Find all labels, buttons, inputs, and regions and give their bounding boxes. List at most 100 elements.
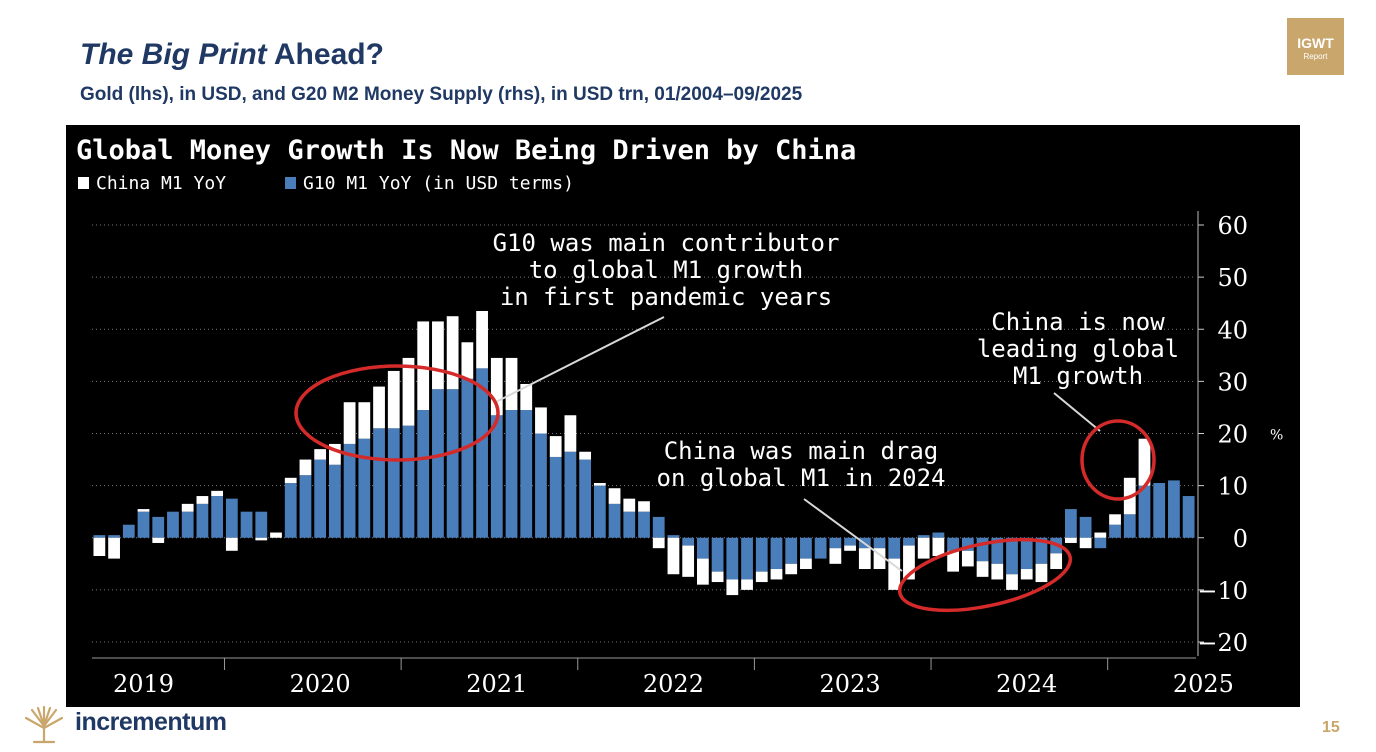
money-growth-chart: Global Money Growth Is Now Being Driven …: [76, 135, 1283, 698]
g10-bar: [402, 425, 415, 538]
china-bar: [1079, 537, 1092, 549]
g10-bar: [476, 368, 488, 538]
g10-bar: [976, 537, 989, 562]
china-bar: [932, 537, 945, 556]
china-bar: [535, 407, 547, 434]
china-bar: [608, 488, 621, 504]
y-tick-label: 30: [1217, 368, 1248, 396]
g10-bar: [652, 516, 665, 538]
legend-china-label: China M1 YoY: [96, 173, 226, 194]
brand-name: incrementum: [75, 708, 227, 736]
g10-bar: [1064, 509, 1077, 538]
y-tick-label: 40: [1217, 316, 1248, 344]
g10-bar: [1020, 537, 1033, 570]
china-bar: [947, 550, 960, 572]
g10-bar: [299, 475, 312, 538]
g10-bar: [152, 516, 165, 538]
china-bar: [328, 443, 341, 465]
x-tick-label: 2025: [1173, 670, 1234, 698]
g10-bar: [240, 511, 253, 538]
x-tick-label: 2021: [466, 670, 527, 698]
china-bar: [446, 316, 459, 390]
g10-bar: [328, 464, 341, 538]
legend-china-swatch: [78, 177, 89, 189]
g10-bar: [1123, 514, 1136, 538]
igwt-badge: IGWT Report: [1287, 18, 1344, 75]
y-tick-label: −20: [1197, 629, 1248, 657]
g10-bar: [608, 503, 621, 538]
g10-bar: [1006, 537, 1018, 575]
g10-bar: [770, 537, 783, 570]
china-bar: [903, 545, 915, 580]
y-tick-label: 0: [1233, 525, 1248, 553]
china-bar: [549, 436, 562, 457]
g10-bar: [947, 537, 960, 551]
g10-bar: [446, 389, 459, 538]
china-bar: [387, 370, 400, 429]
g10-bar: [844, 537, 856, 546]
g10-bar: [961, 537, 974, 551]
china-bar: [490, 357, 503, 416]
china-bar: [1035, 563, 1048, 583]
g10-bar: [903, 537, 915, 546]
china-bar: [358, 402, 371, 439]
badge-sub: Report: [1303, 52, 1328, 61]
china-bar: [961, 550, 974, 567]
china-bar: [785, 563, 798, 575]
china-bar: [152, 537, 165, 543]
y-tick-label: 10: [1217, 473, 1248, 501]
annotation-line: M1 growth: [1013, 362, 1143, 390]
legend-g10-swatch: [285, 177, 296, 189]
g10-bar: [211, 496, 224, 538]
china-bar: [461, 342, 474, 379]
slide-title-italic: The Big Print: [80, 38, 267, 71]
china-bar: [505, 357, 518, 411]
tree-logo-icon: [24, 705, 64, 744]
china-bar: [299, 459, 312, 476]
china-bar: [1064, 537, 1077, 543]
g10-bar: [93, 535, 106, 538]
g10-bar: [314, 459, 327, 538]
g10-bar: [196, 503, 209, 538]
china-bar: [343, 402, 356, 444]
badge-main: IGWT: [1297, 35, 1334, 51]
g10-bar: [888, 537, 901, 559]
g10-bar: [991, 537, 1004, 564]
g10-bar: [726, 537, 739, 580]
china-bar: [579, 451, 592, 460]
china-bar: [593, 483, 606, 486]
g10-bar: [564, 451, 577, 538]
china-bar: [225, 537, 238, 551]
annotation-line: in first pandemic years: [500, 283, 832, 311]
g10-bar: [373, 428, 385, 538]
china-bar: [1109, 514, 1121, 525]
g10-bar: [549, 456, 562, 538]
china-bar: [888, 558, 901, 590]
annotation-line: G10 was main contributor: [493, 229, 840, 257]
g10-bar: [1153, 483, 1166, 538]
g10-bar: [255, 511, 268, 538]
g10-bar: [1079, 516, 1092, 538]
annotation-ellipse: [1080, 419, 1156, 501]
china-bar: [476, 311, 488, 369]
g10-bar: [593, 485, 606, 538]
china-bar: [181, 503, 194, 512]
g10-bar: [667, 535, 680, 538]
y-unit-symbol: %: [1270, 428, 1283, 444]
g10-bar: [1094, 537, 1107, 549]
china-bar: [682, 545, 695, 577]
china-bar: [667, 537, 680, 575]
annotation-text: China is now leading global M1 growth: [977, 308, 1179, 390]
g10-bar: [461, 378, 474, 538]
chart-title: Global Money Growth Is Now Being Driven …: [76, 135, 856, 166]
china-bar: [93, 537, 106, 556]
china-bar: [770, 569, 783, 580]
g10-bar: [932, 532, 945, 538]
china-bar: [402, 357, 415, 426]
annotation-text: G10 was main contributor to global M1 gro…: [493, 229, 840, 311]
china-bar: [1138, 438, 1151, 486]
g10-bar: [1138, 485, 1151, 538]
g10-bar: [1109, 524, 1121, 538]
annotation-line: to global M1 growth: [529, 256, 804, 284]
g10-bar: [785, 537, 798, 564]
